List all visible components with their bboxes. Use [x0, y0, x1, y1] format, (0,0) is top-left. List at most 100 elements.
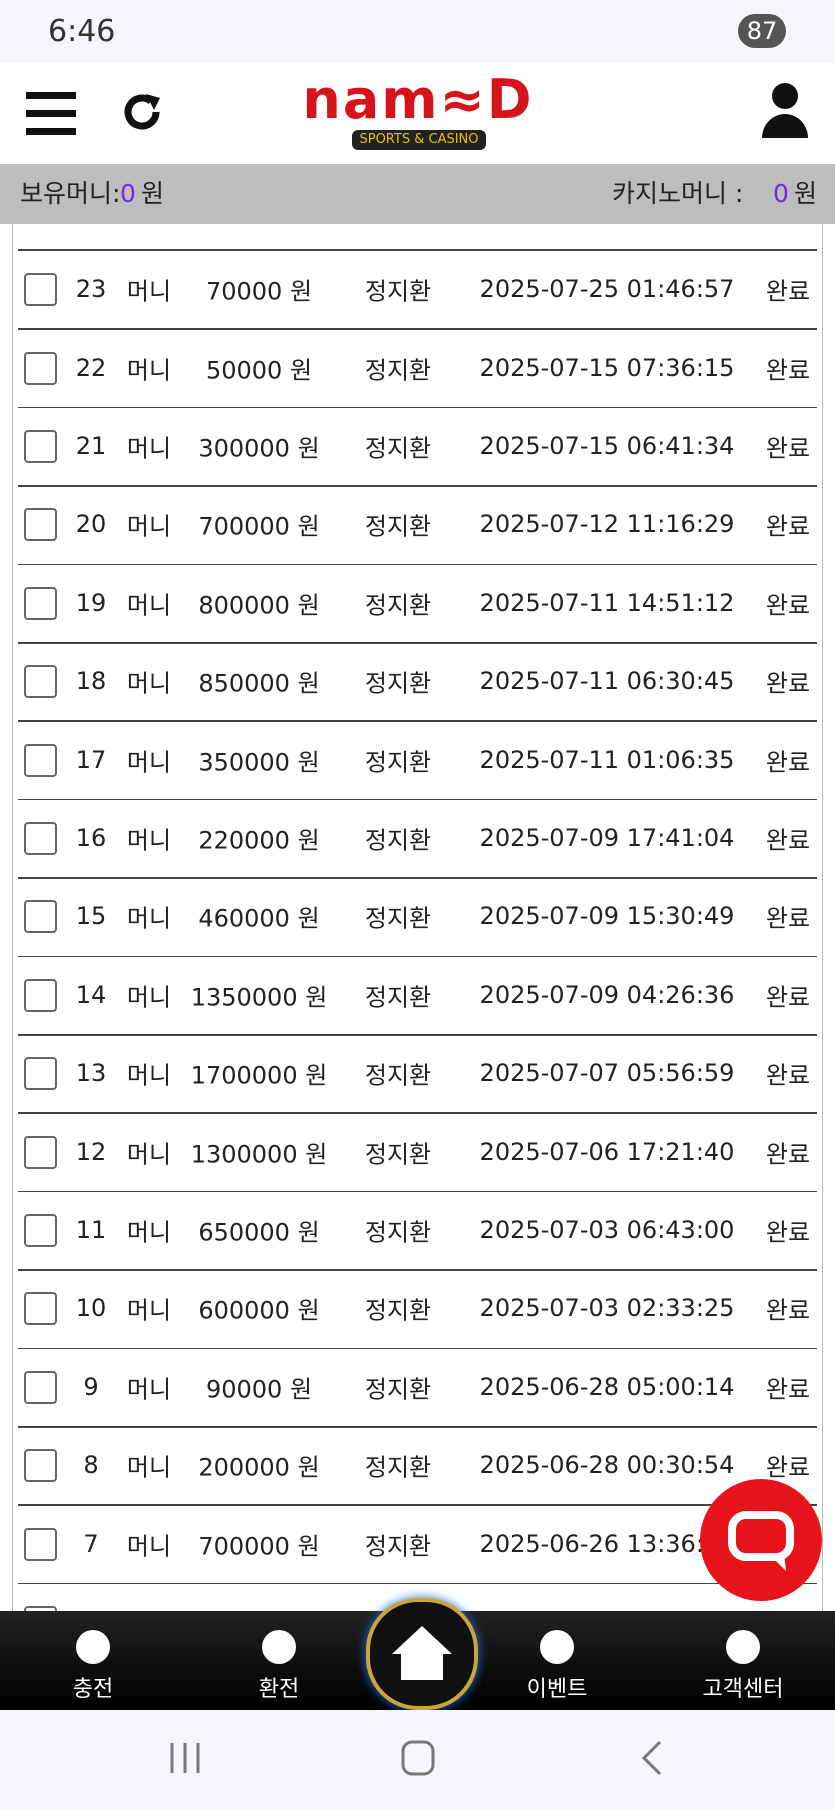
row-name: 정지환: [364, 1218, 432, 1247]
checkbox[interactable]: [24, 508, 57, 542]
money-label: 보유머니:: [20, 179, 121, 208]
checkbox[interactable]: [24, 273, 57, 307]
checkbox[interactable]: [24, 1135, 57, 1169]
casino-label: 카지노머니 :: [612, 179, 744, 208]
checkbox[interactable]: [24, 1214, 57, 1247]
row-type: 머니: [126, 434, 172, 463]
row-number: 17: [75, 745, 107, 774]
home-button[interactable]: [366, 1598, 478, 1710]
menu-icon[interactable]: [26, 92, 76, 136]
user-icon[interactable]: [760, 82, 810, 138]
row-status: 완료: [765, 1061, 811, 1090]
row-name: 정지환: [364, 434, 432, 463]
checkbox[interactable]: [24, 1370, 57, 1404]
row-amount: 1700000 원: [190, 1061, 328, 1090]
row-date: 2025-07-11 01:06:35: [479, 745, 735, 774]
checkbox[interactable]: [24, 1449, 57, 1483]
row-name: 정지환: [364, 1453, 432, 1482]
checkbox[interactable]: [24, 1527, 57, 1561]
row-status: 완료: [765, 983, 811, 1012]
checkbox[interactable]: [24, 822, 57, 855]
row-date: 2025-07-11 14:51:12: [479, 588, 735, 617]
row-line: [18, 485, 817, 487]
row-status: 완료: [765, 512, 811, 541]
row-amount: 1350000 원: [190, 983, 328, 1012]
row-name: 정지환: [364, 277, 432, 306]
checkbox[interactable]: [24, 743, 57, 777]
nav-label[interactable]: 이벤트: [526, 1677, 588, 1702]
row-amount: 700000 원: [198, 512, 320, 541]
row-amount: 460000 원: [198, 904, 320, 933]
row-date: 2025-07-03 06:43:00: [479, 1216, 735, 1244]
logo[interactable]: nam≈D: [302, 68, 534, 131]
row-type: 머니: [126, 512, 172, 541]
row-status: 완료: [765, 1296, 811, 1325]
row-type: 머니: [126, 826, 172, 855]
row-type: 머니: [126, 1140, 172, 1169]
row-status: 완료: [765, 434, 811, 463]
row-date: 2025-07-06 17:21:40: [479, 1137, 735, 1166]
row-number: 22: [75, 353, 107, 382]
row-status: 완료: [765, 1218, 811, 1247]
row-name: 정지환: [364, 669, 432, 698]
row-line: [18, 1582, 817, 1585]
row-type: 머니: [127, 1605, 171, 1612]
row-number: 20: [75, 510, 107, 539]
row-date: 2025-07-03 02:33:25: [479, 1294, 735, 1323]
row-type: 머니: [126, 277, 172, 306]
time: 6:46: [48, 14, 116, 49]
row-date: 2025-06-26 13:36:42: [479, 1529, 735, 1558]
row-type: 머니: [126, 1296, 172, 1325]
row-date: 2025-07-07 05:56:59: [479, 1059, 735, 1088]
row-line: [18, 406, 817, 409]
chat-button[interactable]: [700, 1479, 822, 1601]
row-date: 2025-07-09 15:30:49: [479, 902, 735, 931]
system-nav: [0, 1710, 835, 1809]
border: [822, 224, 823, 1611]
row-status: 완료: [766, 1605, 810, 1612]
checkbox[interactable]: [24, 586, 57, 620]
row-line: [18, 720, 817, 722]
row-status: 완료: [765, 748, 811, 777]
row-amount: 200000 원: [198, 1453, 320, 1482]
row-status: 완료: [765, 1453, 811, 1482]
refresh-icon[interactable]: [120, 90, 164, 134]
row-amount: 700000 원: [198, 1605, 319, 1612]
nav-label[interactable]: 환전: [258, 1677, 300, 1702]
checkbox[interactable]: [24, 430, 57, 463]
row-line: [18, 249, 817, 251]
row-type: 머니: [126, 669, 172, 698]
row-type: 머니: [126, 1061, 172, 1090]
checkbox[interactable]: [24, 1057, 57, 1091]
row-line: [18, 1190, 817, 1193]
row-name: 정지환: [364, 1140, 432, 1169]
row-number: 16: [75, 824, 107, 852]
border: [12, 224, 13, 1611]
row-type: 머니: [126, 1375, 172, 1404]
row-number: 9: [83, 1372, 99, 1401]
row-amount: 70000 원: [205, 277, 313, 306]
row-date: 2025-07-11 06:30:45: [479, 667, 735, 696]
row-number: 19: [75, 588, 107, 617]
checkbox[interactable]: [24, 1292, 57, 1326]
row-date: 2025-06-28 05:00:14: [479, 1372, 735, 1401]
checkbox[interactable]: [24, 900, 57, 934]
checkbox[interactable]: [24, 665, 57, 699]
row-type: 머니: [126, 356, 172, 385]
checkbox[interactable]: [24, 978, 57, 1012]
row-line: [18, 955, 817, 958]
nav-label[interactable]: 고객센터: [702, 1677, 784, 1702]
row-amount: 650000 원: [198, 1218, 320, 1247]
checkbox[interactable]: [24, 351, 57, 385]
header: nam≈D SPORTS & CASINO: [0, 62, 835, 164]
row-amount: 1300000 원: [190, 1140, 328, 1169]
nav-label[interactable]: 충전: [72, 1677, 114, 1702]
row-type: 머니: [126, 591, 172, 620]
row-date: 2025-06-28 00:30:54: [479, 1451, 735, 1480]
row-type: 머니: [126, 1218, 172, 1247]
nav-icon: [540, 1630, 574, 1664]
checkbox[interactable]: [24, 1606, 57, 1611]
row-amount: 800000 원: [198, 591, 320, 620]
row-line: [18, 1347, 817, 1350]
bottom-nav: 충전 환전 이벤트 고객센터: [0, 1598, 835, 1710]
